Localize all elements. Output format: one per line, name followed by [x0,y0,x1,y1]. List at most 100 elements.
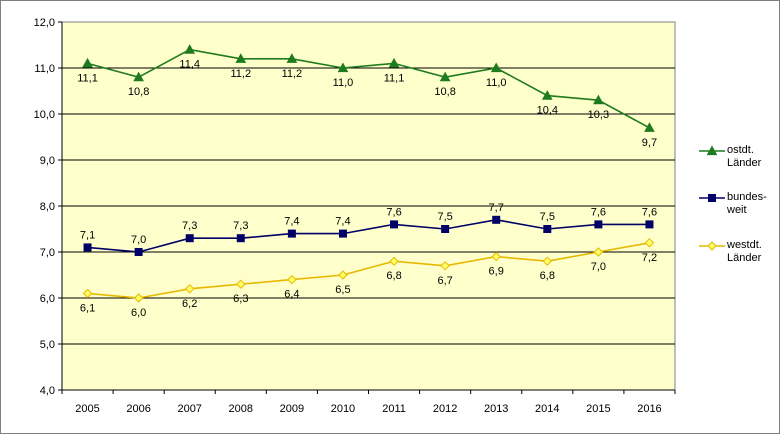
data-point [236,279,246,289]
data-point [389,256,399,266]
x-tick-label: 2015 [586,403,610,415]
data-point [593,94,604,105]
y-tick-label: 10,0 [34,109,55,121]
legend-marker [707,241,717,251]
x-tick-label: 2009 [280,403,304,415]
data-point [439,71,451,82]
data-label: 7,0 [591,261,606,273]
y-tick-label: 4,0 [40,385,55,397]
legend-label: Länder [727,157,762,169]
data-label: 6,8 [540,270,555,282]
data-point [490,62,502,73]
data-point [593,247,604,257]
x-tick-label: 2016 [637,403,661,415]
y-tick-label: 8,0 [40,201,55,213]
data-label: 6,3 [233,293,248,305]
x-tick-label: 2014 [535,403,559,415]
data-point [542,256,552,266]
data-label: 6,2 [182,298,197,310]
series-line [87,242,650,299]
legend-label: weit [726,204,747,216]
data-label: 10,8 [128,86,149,98]
data-label: 6,9 [489,266,504,278]
data-label: 6,7 [437,275,452,287]
data-label: 6,5 [335,284,350,296]
data-point [82,57,93,68]
data-label: 7,6 [386,206,401,218]
data-point [388,57,400,68]
data-label: 9,7 [642,137,657,149]
x-tick-label: 2011 [382,403,406,415]
legend-label: Länder [727,252,762,264]
data-label: 11,4 [179,59,200,71]
data-point [83,243,92,252]
y-tick-label: 6,0 [40,293,55,305]
data-point [133,71,144,82]
data-label: 7,5 [437,211,452,223]
data-point [337,62,349,73]
data-label: 11,0 [486,77,507,89]
data-point [287,274,297,285]
data-label: 7,6 [642,206,657,218]
data-label: 7,7 [489,202,504,214]
data-label: 11,2 [230,68,251,80]
data-point [644,122,655,132]
data-point [185,234,194,243]
data-label: 11,1 [77,72,98,84]
data-point [491,251,501,262]
data-point [541,90,553,100]
data-label: 7,3 [182,220,197,232]
data-point [645,220,654,229]
x-tick-label: 2007 [177,403,201,415]
series-line [87,218,650,253]
x-tick-label: 2006 [126,403,150,415]
data-point [133,293,144,303]
data-point [440,261,450,271]
data-point [82,288,93,299]
data-label: 10,8 [434,86,455,98]
data-point [236,234,245,243]
y-tick-label: 7,0 [40,247,55,259]
x-tick-label: 2005 [75,403,99,415]
data-point [184,44,196,54]
data-point [287,229,296,238]
x-tick-label: 2013 [484,403,508,415]
series-line [87,48,650,129]
legend-marker [706,145,718,156]
data-label: 11,0 [333,77,354,89]
x-tick-label: 2010 [331,403,355,415]
data-label: 6,0 [131,307,146,319]
legend-label: bundes- [727,191,767,203]
data-point [338,270,348,280]
x-tick-label: 2008 [229,403,253,415]
data-point [286,53,298,63]
legend-marker [708,194,716,202]
y-tick-label: 5,0 [40,339,55,351]
data-label: 6,8 [386,270,401,282]
data-label: 7,4 [284,216,299,228]
data-label: 7,3 [233,220,248,232]
data-label: 7,6 [591,206,606,218]
data-point [543,225,552,233]
legend-label: ostdt. [727,144,754,156]
y-tick-label: 12,0 [34,17,55,29]
x-tick-label: 2012 [433,403,457,415]
data-point [390,220,399,229]
data-label: 11,1 [384,72,405,84]
data-point [644,238,655,248]
data-label: 7,0 [131,234,146,246]
data-label: 6,4 [284,289,299,301]
legend-label: westdt. [726,239,762,251]
data-point [338,229,347,238]
data-point [594,220,603,229]
data-label: 10,4 [537,105,558,117]
data-point [185,284,195,294]
data-label: 7,1 [80,229,95,241]
data-point [492,215,501,224]
data-label: 11,2 [282,68,303,80]
y-tick-label: 9,0 [40,155,55,167]
data-label: 7,5 [540,211,555,223]
data-label: 6,1 [80,302,95,314]
